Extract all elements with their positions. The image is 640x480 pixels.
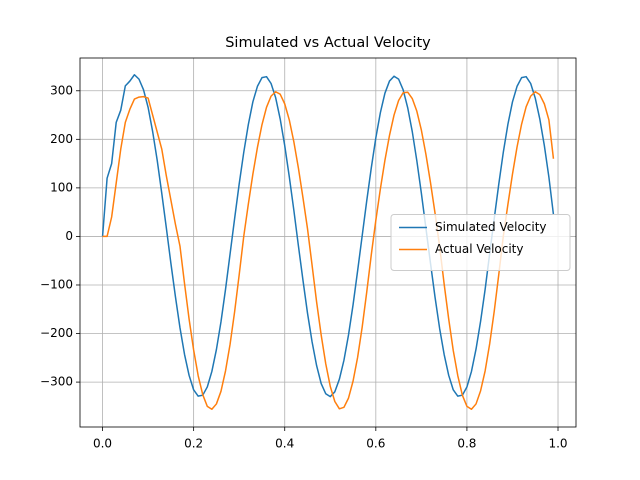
y-tick-label: 300: [50, 83, 73, 97]
y-tick-label: −300: [40, 375, 73, 389]
data-line: [101, 74, 555, 398]
x-tick-label: 0.4: [275, 437, 294, 451]
legend-label: Simulated Velocity: [435, 220, 547, 234]
legend-box: [390, 214, 571, 271]
x-tick-label: 0.0: [93, 437, 112, 451]
x-tick-label: 1.0: [548, 437, 567, 451]
chart-title: Simulated vs Actual Velocity: [225, 35, 431, 51]
y-tick-label: 0: [65, 229, 73, 243]
y-tick-label: −100: [40, 277, 73, 291]
y-tick-label: −200: [40, 326, 73, 340]
data-line: [102, 90, 555, 411]
x-tick-label: 0.2: [184, 437, 203, 451]
y-tick-label: 100: [50, 180, 73, 194]
x-tick-label: 0.6: [366, 437, 385, 451]
y-tick-label: 200: [50, 132, 73, 146]
x-tick-label: 0.8: [457, 437, 476, 451]
legend-label: Actual Velocity: [435, 242, 523, 256]
plot-frame: [79, 57, 577, 428]
